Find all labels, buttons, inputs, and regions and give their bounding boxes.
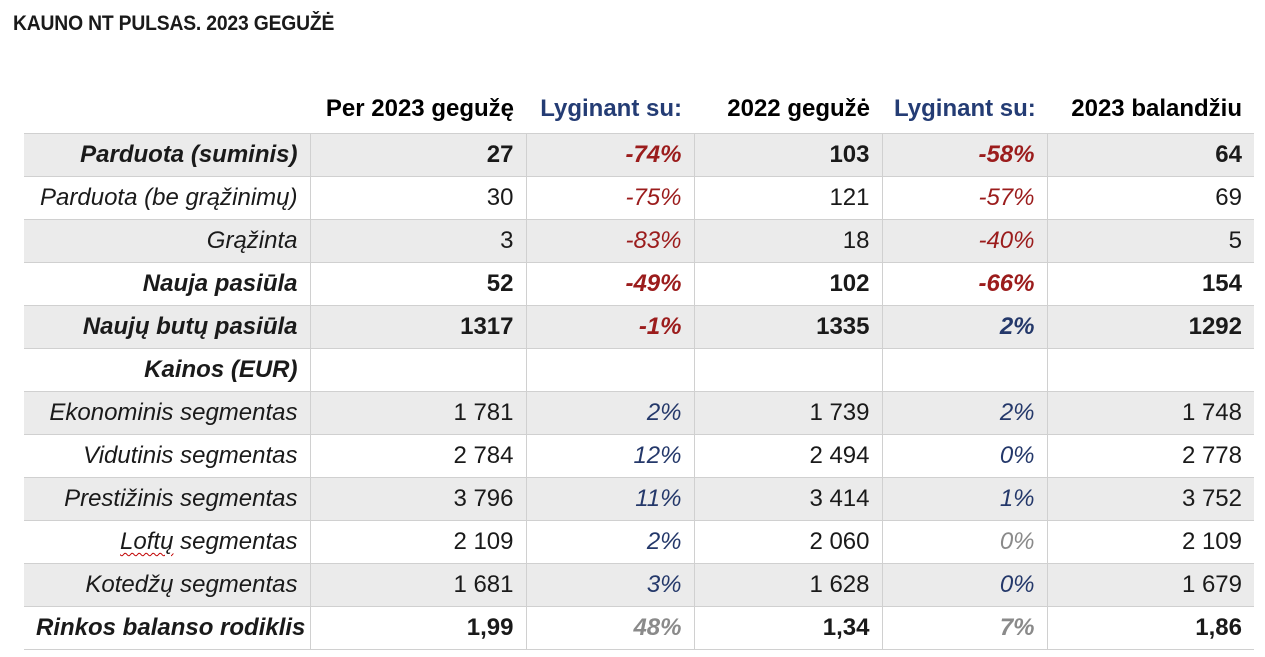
change-vs-last-year: 2% (525, 520, 694, 564)
table-row: Parduota (suminis) 27 -74% 103 -58% 64 (24, 133, 1254, 177)
value-current: 3 796 (309, 477, 526, 521)
change-vs-last-year: -74% (525, 133, 694, 177)
table-row: Naujų butų pasiūla 1317 -1% 1335 2% 1292 (24, 305, 1254, 349)
change-vs-last-month: 0% (881, 434, 1047, 478)
value-last-year: 1 628 (693, 563, 882, 607)
table-row: Parduota (be grąžinimų) 30 -75% 121 -57%… (24, 176, 1254, 220)
row-label: Parduota (suminis) (80, 141, 298, 168)
value-last-year: 2 494 (693, 434, 882, 478)
value-last-month: 2 778 (1046, 434, 1254, 478)
value-last-month: 5 (1046, 219, 1254, 263)
header-compare-1: Lyginant su: (540, 95, 682, 122)
table-row: Ekonominis segmentas 1 781 2% 1 739 2% 1… (24, 391, 1254, 435)
value-last-month: 1292 (1046, 305, 1254, 349)
change-vs-last-year: -75% (525, 176, 694, 220)
value-last-month (1046, 348, 1254, 392)
value-current: 30 (309, 176, 526, 220)
value-last-month: 3 752 (1046, 477, 1254, 521)
row-label-spellcheck-word: Loftų (120, 528, 174, 555)
row-label-rest: segmentas (173, 528, 298, 555)
header-last-year: 2022 gegužė (727, 95, 870, 122)
value-last-year: 121 (693, 176, 882, 220)
change-vs-last-month: 1% (881, 477, 1047, 521)
market-pulse-table: Per 2023 gegužę Lyginant su: 2022 gegužė… (24, 85, 1254, 650)
value-last-year: 102 (693, 262, 882, 306)
change-vs-last-month: 0% (881, 520, 1047, 564)
row-label: Kainos (EUR) (144, 356, 298, 383)
value-last-year: 1,34 (693, 606, 882, 650)
value-last-year (693, 348, 882, 392)
value-last-year: 2 060 (693, 520, 882, 564)
table-row: Kainos (EUR) (24, 348, 1254, 392)
value-last-month: 1 748 (1046, 391, 1254, 435)
value-last-month: 154 (1046, 262, 1254, 306)
row-label: Naujų butų pasiūla (82, 313, 298, 340)
value-current: 1 681 (309, 563, 526, 607)
change-vs-last-month: -40% (881, 219, 1047, 263)
row-label: Rinkos balanso rodiklis (36, 614, 306, 641)
header-row: Per 2023 gegužę Lyginant su: 2022 gegužė… (24, 85, 1254, 134)
value-last-month: 1,86 (1046, 606, 1254, 650)
change-vs-last-year: 12% (525, 434, 694, 478)
change-vs-last-month (881, 348, 1047, 392)
change-vs-last-month: 7% (881, 606, 1047, 650)
change-vs-last-year: 2% (525, 391, 694, 435)
change-vs-last-month: 0% (881, 563, 1047, 607)
value-current: 1317 (309, 305, 526, 349)
change-vs-last-year: -1% (525, 305, 694, 349)
change-vs-last-month: 2% (881, 391, 1047, 435)
value-current: 27 (309, 133, 526, 177)
header-last-month: 2023 balandžiu (1071, 95, 1242, 122)
table-row: Prestižinis segmentas 3 796 11% 3 414 1%… (24, 477, 1254, 521)
change-vs-last-year (525, 348, 694, 392)
value-last-month: 69 (1046, 176, 1254, 220)
value-last-month: 64 (1046, 133, 1254, 177)
table-row: Kotedžų segmentas 1 681 3% 1 628 0% 1 67… (24, 563, 1254, 607)
change-vs-last-month: 2% (881, 305, 1047, 349)
change-vs-last-month: -57% (881, 176, 1047, 220)
value-current: 1,99 (309, 606, 526, 650)
row-label: Kotedžų segmentas (85, 571, 298, 598)
table-row: Nauja pasiūla 52 -49% 102 -66% 154 (24, 262, 1254, 306)
value-last-year: 3 414 (693, 477, 882, 521)
table-row: Loftų segmentas 2 109 2% 2 060 0% 2 109 (24, 520, 1254, 564)
value-current: 52 (309, 262, 526, 306)
change-vs-last-month: -66% (881, 262, 1047, 306)
value-last-month: 1 679 (1046, 563, 1254, 607)
value-last-year: 1335 (693, 305, 882, 349)
row-label: Nauja pasiūla (142, 270, 298, 297)
value-current: 3 (309, 219, 526, 263)
header-compare-2: Lyginant su: (894, 95, 1036, 122)
value-last-year: 103 (693, 133, 882, 177)
change-vs-last-year: 3% (525, 563, 694, 607)
row-label: Loftų segmentas (24, 521, 310, 564)
page-title: KAUNO NT PULSAS. 2023 GEGUŽĖ (13, 12, 335, 35)
row-label: Grąžinta (206, 227, 298, 254)
value-last-year: 1 739 (693, 391, 882, 435)
value-current: 1 781 (309, 391, 526, 435)
table-row: Rinkos balanso rodiklis 1,99 48% 1,34 7%… (24, 606, 1254, 650)
change-vs-last-year: 48% (525, 606, 694, 650)
value-current: 2 784 (309, 434, 526, 478)
header-label (24, 85, 310, 134)
value-last-month: 2 109 (1046, 520, 1254, 564)
change-vs-last-year: -83% (525, 219, 694, 263)
value-last-year: 18 (693, 219, 882, 263)
change-vs-last-year: -49% (525, 262, 694, 306)
header-current-period: Per 2023 gegužę (325, 95, 514, 122)
row-label: Parduota (be grąžinimų) (40, 184, 298, 211)
row-label: Vidutinis segmentas (83, 442, 298, 469)
value-current: 2 109 (309, 520, 526, 564)
table-row: Vidutinis segmentas 2 784 12% 2 494 0% 2… (24, 434, 1254, 478)
change-vs-last-year: 11% (525, 477, 694, 521)
row-label: Ekonominis segmentas (49, 399, 298, 426)
row-label: Prestižinis segmentas (64, 485, 298, 512)
value-current (309, 348, 526, 392)
table-row: Grąžinta 3 -83% 18 -40% 5 (24, 219, 1254, 263)
change-vs-last-month: -58% (881, 133, 1047, 177)
